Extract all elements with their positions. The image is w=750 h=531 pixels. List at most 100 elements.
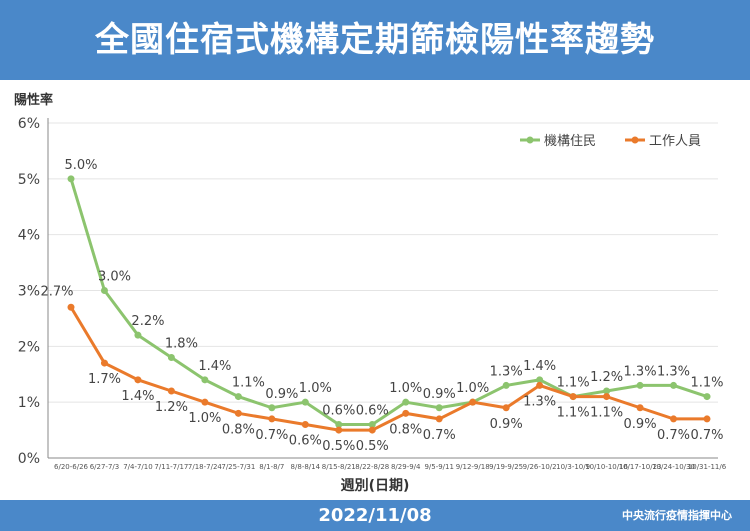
data-point: [469, 398, 477, 406]
data-label: 1.1%: [232, 376, 265, 391]
data-point: [268, 415, 276, 423]
data-label: 5.0%: [64, 158, 97, 173]
data-point: [670, 381, 678, 389]
data-point: [234, 409, 242, 417]
data-point: [67, 303, 75, 311]
data-label: 1.1%: [690, 376, 723, 391]
data-point: [301, 421, 309, 428]
x-tick-label: 9/19-9/25: [489, 463, 523, 471]
x-tick-label: 8/29-9/4: [391, 463, 421, 471]
line-chart: 陽性率 0% 1% 2% 3% 4% 5% 6% 6/20-6/26 6/27-7/3 7/4-7/…: [14, 92, 727, 494]
data-label: 3.0%: [98, 270, 131, 285]
footer: 2022/11/08 中央流行疫情指揮中心: [0, 500, 750, 531]
y-tick-label: 2%: [18, 339, 40, 355]
data-point: [368, 426, 376, 434]
data-label: 0.7%: [657, 428, 690, 443]
data-label: 0.7%: [423, 428, 456, 443]
data-label: 0.7%: [255, 428, 288, 443]
x-tick-label: 8/22-8/28: [355, 463, 389, 471]
x-tick-label: 9/26-10/2: [523, 463, 557, 471]
y-axis-title: 陽性率: [14, 92, 53, 108]
data-label: 1.1%: [557, 406, 590, 421]
x-axis-title: 週別(日期): [341, 478, 410, 494]
legend-label: 機構住民: [544, 134, 596, 149]
source-label: 中央流行疫情指揮中心: [622, 509, 732, 522]
data-point: [335, 421, 343, 428]
report-date: 2022/11/08: [318, 505, 432, 526]
data-point: [435, 415, 443, 423]
y-tick-label: 6%: [18, 116, 40, 132]
data-label: 0.8%: [389, 422, 422, 437]
x-tick-label: 10/31-11/6: [688, 463, 727, 471]
data-point: [603, 393, 611, 401]
data-point: [335, 426, 343, 434]
data-label: 1.4%: [198, 359, 231, 374]
data-label: 1.2%: [590, 370, 623, 385]
data-label: 0.7%: [690, 428, 723, 443]
data-label: 2.7%: [40, 284, 73, 299]
series-line-1: [69, 306, 707, 432]
data-label: 0.9%: [624, 417, 657, 432]
data-point: [670, 415, 678, 423]
data-label: 0.5%: [356, 439, 389, 454]
data-label: 1.0%: [188, 411, 221, 426]
y-tick-label: 4%: [18, 228, 40, 244]
data-label: 1.3%: [657, 364, 690, 379]
data-point: [234, 393, 242, 401]
legend-marker: [631, 136, 639, 144]
data-point: [167, 387, 175, 395]
data-point: [402, 409, 410, 417]
x-tick-label: 7/25-7/31: [221, 463, 255, 471]
data-label: 2.2%: [131, 314, 164, 329]
x-tick-label: 7/18-7/24: [188, 463, 223, 471]
data-point: [100, 359, 108, 367]
data-label: 1.2%: [155, 400, 188, 415]
data-point: [636, 404, 644, 412]
data-point: [402, 398, 410, 406]
data-label: 1.0%: [389, 381, 422, 396]
data-point: [703, 393, 711, 401]
legend-label: 工作人員: [649, 134, 701, 149]
data-label: 1.8%: [165, 337, 198, 352]
data-point: [636, 381, 644, 389]
data-point: [301, 398, 309, 406]
data-point: [100, 287, 108, 294]
data-label: 1.7%: [88, 372, 121, 387]
data-point: [201, 398, 209, 406]
x-tick-label: 8/15-8/21: [322, 463, 356, 471]
x-tick-label: 8/8-8/14: [291, 463, 321, 471]
x-tick-label: 6/27-7/3: [90, 463, 120, 471]
data-label: 0.6%: [356, 404, 389, 419]
x-tick-label: 10/3-10/9: [556, 463, 590, 471]
data-point: [536, 381, 544, 389]
legend-marker: [526, 136, 534, 144]
data-label: 0.9%: [490, 417, 523, 432]
data-point: [134, 331, 142, 339]
y-tick-label: 5%: [18, 172, 40, 188]
data-point: [435, 404, 443, 412]
data-label: 1.1%: [590, 406, 623, 421]
x-tick-label: 9/5-9/11: [424, 463, 454, 471]
data-label: 1.4%: [121, 389, 154, 404]
data-label: 0.9%: [265, 387, 298, 402]
data-label: 0.6%: [289, 434, 322, 449]
data-label: 1.3%: [523, 394, 556, 409]
x-tick-label: 9/12-9/18: [456, 463, 490, 471]
data-point: [134, 376, 142, 384]
data-label: 0.8%: [222, 422, 255, 437]
x-tick-label: 8/1-8/7: [259, 463, 284, 471]
data-point: [536, 376, 544, 384]
data-point: [703, 415, 711, 423]
y-tick-label: 3%: [18, 284, 40, 300]
data-label: 1.3%: [624, 364, 657, 379]
data-label: 1.1%: [557, 376, 590, 391]
x-tick-label: 10/17-10/23: [619, 463, 662, 471]
data-point: [167, 354, 175, 361]
data-point: [201, 376, 209, 384]
data-point: [502, 381, 510, 389]
data-label: 1.0%: [299, 381, 332, 396]
data-label: 0.5%: [322, 439, 355, 454]
data-point: [603, 387, 611, 395]
data-point: [268, 404, 276, 412]
x-tick-label: 7/4-7/10: [123, 463, 153, 471]
